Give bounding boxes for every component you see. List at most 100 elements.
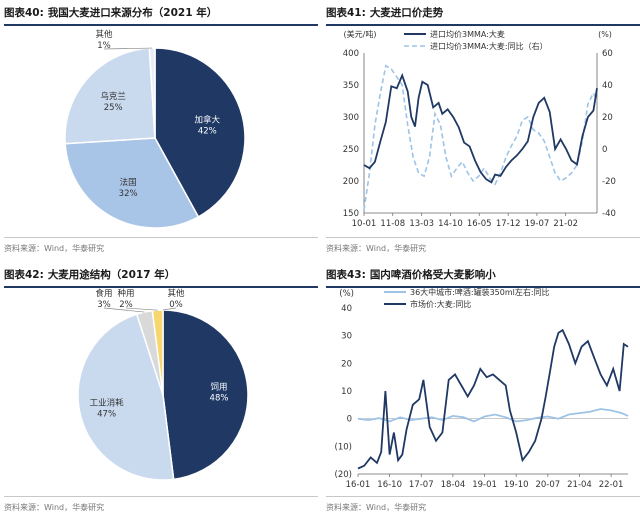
pie-label-slice-1: 工业消耗 [90,398,125,409]
y-tick-left: 200 [343,177,359,187]
source-note: 资料来源：Wind，华泰研究 [4,244,105,253]
x-tick-label: 19-10 [504,480,529,490]
figure-title: 大麦用途结构（2017 年） [47,269,176,281]
pie-value-slice-0: 48% [210,393,229,403]
y-tick-label: 10 [341,387,352,397]
source-note: 资料来源：Wind，华泰研究 [326,244,427,253]
series-line-barley-price-yoy [357,328,629,470]
pie-slice-0 [154,47,246,218]
figure-number: 图表40: [4,7,44,19]
pie-value-slice-1: 32% [119,189,138,199]
x-tick-label: 16-01 [346,480,371,490]
y-tick-label: 40 [341,304,352,314]
y-tick-label: 30 [341,332,352,342]
y-tick-left: 350 [343,81,359,91]
figure-title: 大麦进口价走势 [369,7,444,19]
figure-number: 图表42: [4,269,44,281]
pie-value-slice-3: 2% [119,300,133,310]
y-tick-right: 60 [602,49,613,59]
y-tick-label: 20 [341,359,352,369]
series-line-import-price [363,72,598,184]
pie-value-slice-0: 42% [198,127,217,137]
x-tick-label: 19-01 [472,480,497,490]
y-tick-left: 400 [343,49,359,59]
pie-slice-1 [64,137,200,229]
y-axis-left-label: (美元/吨) [344,29,377,39]
x-tick-label: 17-07 [409,480,434,490]
pie-value-slice-4: 0% [169,300,183,310]
y-tick-right: 0 [602,145,607,155]
panel-barley-import-source: 图表40: 我国大麦进口来源分布（2021 年） 加拿大 42% 法国 32% 乌克兰 25… [0,0,318,258]
series-line-import-price-yoy [363,64,598,210]
x-tick-label: 21-02 [553,219,578,229]
series-line-beer-price-yoy [357,408,629,423]
pie-label-slice-3: 其他 [95,29,113,40]
pie-slice-2 [64,47,156,145]
legend-label-barley-price-yoy: 市场价:大麦:同比 [410,299,471,309]
line-chart-import-price: (美元/吨) (%) 150 200 250 300 350 400 -40 -20 0 20 40 60… [343,29,616,229]
panel-barley-import-price: 图表41: 大麦进口价走势 (美元/吨) (%) 150 200 250 300 350 400… [322,0,640,258]
y-axis-label: (%) [339,289,354,299]
pie-label-slice-2: 乌克兰 [100,91,126,102]
panel-beer-price-vs-barley: 图表43: 国内啤酒价格受大麦影响小 (%) (20) (10) 0 10 20 30 40 16… [322,262,640,517]
source-note: 资料来源：Wind，华泰研究 [326,503,427,512]
divider [4,496,318,497]
y-tick-right: 40 [602,81,613,91]
y-tick-left: 150 [343,209,359,219]
pie-label-slice-0: 加拿大 [195,115,221,126]
divider [4,237,318,238]
x-tick-label: 19-07 [525,219,550,229]
x-tick-label: 16-05 [467,219,492,229]
pie-slice-0 [162,309,249,481]
y-tick-left: 300 [343,113,359,123]
pie-label-slice-1: 法国 [120,177,137,188]
pie-value-slice-2: 25% [104,103,123,113]
pie-label-slice-2: 食用 [95,288,112,299]
x-tick-label: 22-01 [599,480,624,490]
x-tick-label: 20-07 [535,480,560,490]
panel-title: 图表41: 大麦进口价走势 [326,2,640,26]
x-tick-label: 21-04 [567,480,592,490]
y-tick-right: -40 [602,209,616,219]
legend-label-import-price-yoy: 进口均价3MMA:大麦:同比（右） [430,41,548,51]
x-tick-label: 18-04 [441,480,466,490]
pie-label-slice-0: 饲用 [210,381,227,392]
panel-title: 图表43: 国内啤酒价格受大麦影响小 [326,264,640,288]
x-tick-label: 10-01 [352,219,377,229]
y-tick-label: (10) [335,442,352,452]
line-chart-beer-vs-barley: (%) (20) (10) 0 10 20 30 40 16-01 16-10 17-07 18-04… [335,287,629,490]
leader-line-slice-3 [125,307,158,311]
x-tick-label: 14-10 [438,219,463,229]
figure-number: 图表43: [326,269,366,281]
leader-line-slice-4 [162,307,177,311]
y-tick-label: (20) [335,470,352,480]
y-tick-label: 0 [347,415,352,425]
y-axis-right-label: (%) [598,30,612,39]
pie-value-slice-3: 1% [97,41,111,51]
leader-line-slice-2 [103,307,145,313]
legend-label-beer-price-yoy: 36大中城市:啤酒:罐装350ml左右:同比 [410,287,550,297]
divider [326,496,640,497]
pie-label-slice-4: 其他 [167,288,185,299]
source-note: 资料来源：Wind，华泰研究 [4,503,105,512]
x-tick-label: 17-12 [496,219,521,229]
pie-label-slice-3: 种用 [117,288,134,299]
figure-title: 我国大麦进口来源分布（2021 年） [47,7,218,19]
figure-number: 图表41: [326,7,366,19]
x-tick-label: 11-08 [380,219,405,229]
legend-label-import-price: 进口均价3MMA:大麦 [430,29,505,39]
pie-value-slice-2: 3% [97,300,111,310]
y-tick-right: 20 [602,113,613,123]
x-tick-label: 13-03 [409,219,434,229]
y-tick-left: 250 [343,145,359,155]
x-tick-label: 16-10 [377,480,402,490]
panel-barley-usage-structure: 图表42: 大麦用途结构（2017 年） 饲用 48% 工业消耗 47% 食用 3% 种用 2%… [0,262,318,517]
figure-title: 国内啤酒价格受大麦影响小 [369,269,496,281]
pie-value-slice-1: 47% [97,410,116,420]
y-tick-right: -20 [602,177,616,187]
leader-line-slice-3 [103,47,153,50]
divider [326,237,640,238]
panel-title: 图表40: 我国大麦进口来源分布（2021 年） [4,2,318,26]
